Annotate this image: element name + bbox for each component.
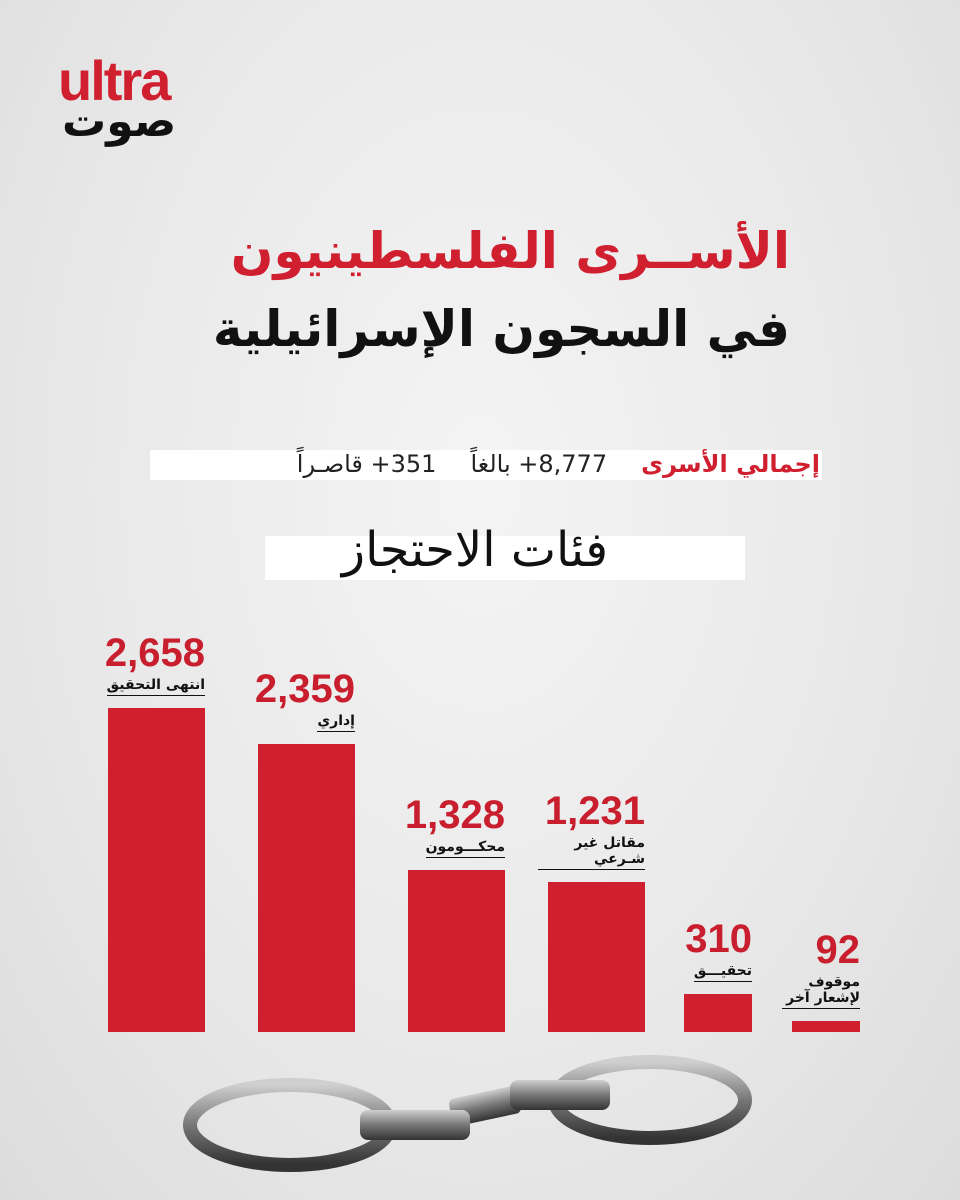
value-label: 1,231 xyxy=(544,788,645,833)
summary-adults: 8,777+ بالغاً xyxy=(470,450,608,478)
bar xyxy=(258,744,355,1032)
summary-minors: 351+ قاصـراً xyxy=(296,450,437,478)
value-label: 2,359 xyxy=(254,667,355,712)
title-line-2: في السجون الإسرائيلية xyxy=(212,300,790,358)
subtitle-strip xyxy=(265,536,745,580)
value-label: 92 xyxy=(815,927,861,972)
category-label: محكـــومون xyxy=(425,839,505,859)
category-label: موقوف لإشعار آخر xyxy=(782,974,860,1009)
handcuffs xyxy=(183,1055,752,1172)
bar xyxy=(108,708,205,1032)
category-label: تحقيـــق xyxy=(693,963,752,983)
category-label: إداري xyxy=(317,713,355,733)
bar xyxy=(548,881,645,1032)
summary-strip xyxy=(150,450,822,480)
category-label: انتهى التحقيق xyxy=(106,677,205,696)
cuff-lock-left xyxy=(360,1110,470,1140)
logo-latin: ultra xyxy=(58,49,171,112)
summary-label: إجمالي الأسرى xyxy=(641,450,820,478)
value-label: 1,328 xyxy=(404,793,505,838)
category-label: مقاتل غير شـرعي xyxy=(538,835,645,870)
title-line-1: الأســرى الفلسطينيون xyxy=(230,222,790,280)
summary: إجمالي الأسرى 8,777+ بالغاً 351+ قاصـراً xyxy=(297,446,820,482)
bar xyxy=(408,870,505,1032)
chart-title: فئات الاحتجاز xyxy=(341,522,609,578)
bar xyxy=(684,994,752,1032)
value-label: 310 xyxy=(685,917,752,962)
bar xyxy=(792,1020,860,1032)
cuff-lock-right xyxy=(510,1080,610,1110)
value-label: 2,658 xyxy=(104,631,205,675)
logo-arabic: صوت xyxy=(62,96,177,147)
